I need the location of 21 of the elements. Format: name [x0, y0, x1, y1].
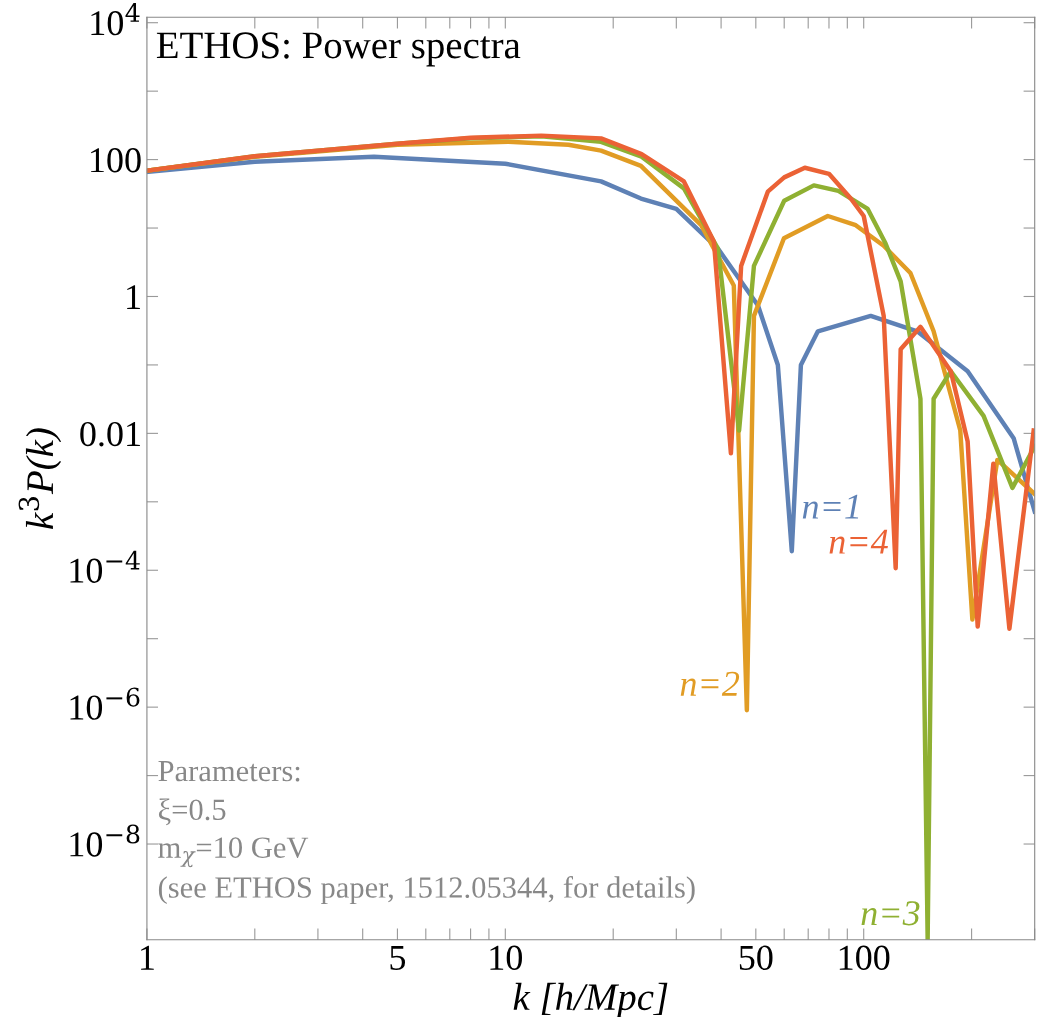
chart-title: ETHOS: Power spectra	[156, 32, 521, 67]
y-tick-label: 1	[127, 285, 140, 310]
x-tick-label: 50	[739, 945, 773, 970]
x-tick-label: 100	[839, 945, 890, 970]
annotation: n=3	[861, 901, 920, 926]
y-tick-label: 0.01	[80, 421, 140, 447]
y-tick-label: 10$^{−8}$	[70, 824, 140, 857]
annotation: n=4	[829, 529, 888, 554]
annotation: m$_{χ}$=10 GeV	[158, 837, 309, 868]
annotation: n=1	[802, 494, 859, 519]
y-axis-title: k$^{3}$P(k)	[18, 428, 62, 529]
annotation: (see ETHOS paper, 1512.05344, for details)	[158, 876, 695, 905]
y-tick-label: 10$^{−6}$	[70, 687, 140, 720]
y-tick-label: 10$^{−4}$	[70, 550, 140, 583]
annotation: ξ=0.5	[158, 798, 226, 826]
annotation: Parameters:	[158, 761, 300, 782]
y-tick-label: 10$^{4}$	[91, 3, 140, 36]
y-tick-label: 100	[91, 148, 141, 173]
x-tick-label: 5	[390, 945, 406, 970]
x-tick-label: 10	[490, 945, 522, 970]
annotation: n=2	[680, 671, 740, 696]
